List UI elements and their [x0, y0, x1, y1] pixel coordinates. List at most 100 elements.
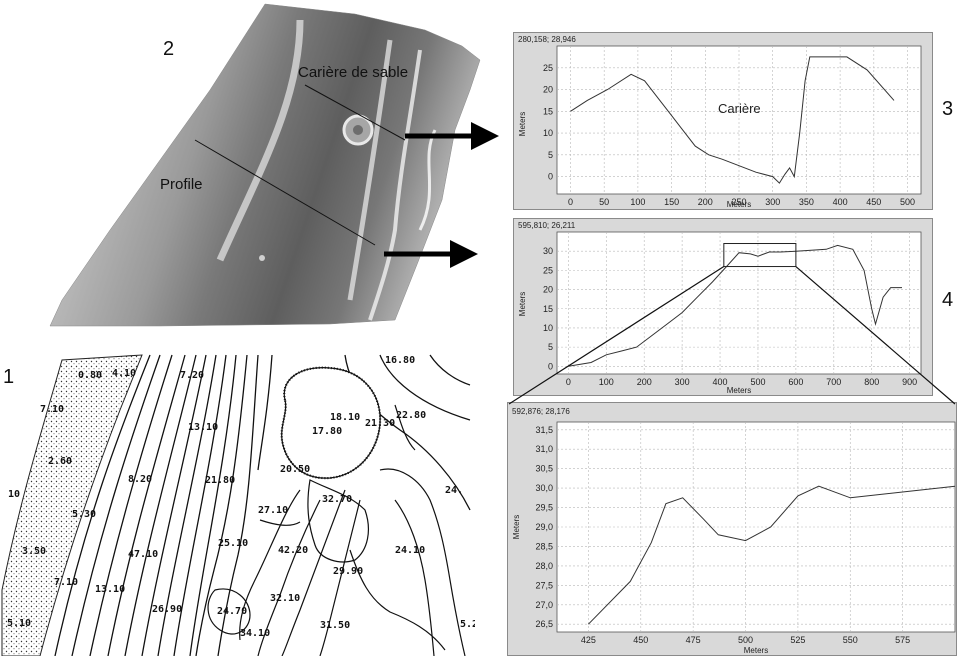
- contour-elevation-label: 0.80: [78, 370, 102, 381]
- x-axis-title: Meters: [744, 646, 768, 655]
- x-axis-title: Meters: [727, 200, 751, 209]
- y-axis-title: Meters: [512, 515, 521, 539]
- y-axis-title: Meters: [518, 112, 527, 136]
- contour-elevation-label: 21.30: [365, 418, 395, 429]
- profile-map-label: Profile: [160, 176, 203, 193]
- y-tick-label: 28,0: [535, 561, 553, 571]
- contour-elevation-label: 47.10: [128, 549, 158, 560]
- contour-map: 0.80 4.10 7.20 16.80 7.10 13.10 18.10 21.3022.8…: [1, 354, 475, 656]
- x-tick-label: 0: [568, 197, 573, 207]
- contour-elevation-label: 13.10: [188, 422, 218, 433]
- y-tick-label: 20: [543, 285, 553, 295]
- x-tick-label: 700: [826, 377, 841, 387]
- contour-elevation-label: 26.90: [152, 604, 182, 615]
- y-tick-label: 15: [543, 304, 553, 314]
- contour-elevation-label: 10: [8, 489, 20, 500]
- x-tick-label: 500: [750, 377, 765, 387]
- y-tick-label: 31,5: [535, 425, 553, 435]
- y-tick-label: 27,5: [535, 580, 553, 590]
- contour-elevation-label: 17.80: [312, 426, 342, 437]
- y-tick-label: 0: [548, 172, 553, 182]
- elevation-profile-line: [570, 56, 895, 184]
- y-tick-label: 15: [543, 106, 553, 116]
- contour-elevation-label: 22.80: [396, 410, 426, 421]
- arrow-to-chart-4: [384, 240, 478, 268]
- y-axis-title: Meters: [518, 292, 527, 316]
- figure-label-2: 2: [163, 38, 175, 60]
- y-tick-label: 5: [548, 150, 553, 160]
- x-tick-label: 400: [713, 377, 728, 387]
- contour-elevation-label: 24.70: [217, 606, 247, 617]
- x-tick-label: 350: [799, 197, 814, 207]
- contour-elevation-label: 4.10: [112, 368, 136, 379]
- y-tick-label: 0: [548, 361, 553, 371]
- contour-elevation-label: 29.90: [333, 566, 363, 577]
- y-tick-label: 30,0: [535, 483, 553, 493]
- x-tick-label: 525: [790, 635, 805, 645]
- y-tick-label: 25: [543, 265, 553, 275]
- x-tick-label: 425: [581, 635, 596, 645]
- contour-elevation-label: 13.10: [95, 584, 125, 595]
- y-tick-label: 31,0: [535, 444, 553, 454]
- x-tick-label: 450: [866, 197, 881, 207]
- figure-label-3: 3: [942, 98, 954, 120]
- chart-quarry-annotation: Carière: [718, 101, 761, 116]
- contour-elevation-label: 34.10: [240, 628, 270, 639]
- y-tick-label: 29,5: [535, 503, 553, 513]
- quarry-leader-line: [304, 84, 406, 141]
- contour-elevation-label: 5.10: [7, 618, 31, 629]
- cursor-coordinates: 592,876; 28,176: [512, 407, 570, 416]
- x-tick-label: 500: [738, 635, 753, 645]
- profile-line: [194, 139, 376, 246]
- x-tick-label: 150: [664, 197, 679, 207]
- x-tick-label: 400: [833, 197, 848, 207]
- contour-elevation-label: 42.20: [278, 545, 308, 556]
- y-tick-label: 10: [543, 128, 553, 138]
- x-tick-label: 0: [566, 377, 571, 387]
- figure-label-1: 1: [3, 366, 15, 388]
- y-tick-label: 29,0: [535, 522, 553, 532]
- contour-elevation-label: 24.10: [395, 545, 425, 556]
- contour-elevation-label: 7.20: [180, 370, 204, 381]
- chart-panel-zoom: 592,876; 28,176 425 450 475 500 525 550 575 26,…: [507, 402, 957, 656]
- contour-elevation-label: 7.10: [40, 404, 64, 415]
- x-tick-label: 250: [731, 197, 746, 207]
- contour-elevation-label: 16.80: [385, 355, 415, 366]
- y-tick-label: 20: [543, 85, 553, 95]
- cursor-coordinates: 280,158; 28,946: [518, 35, 576, 44]
- contour-elevation-label: 5.30: [72, 509, 96, 520]
- y-tick-label: 5: [548, 342, 553, 352]
- contour-elevation-label: 7.10: [54, 577, 78, 588]
- contour-elevation-label: 24.: [445, 485, 463, 496]
- contour-elevation-label: 31.50: [320, 620, 350, 631]
- y-tick-label: 26,5: [535, 619, 553, 629]
- x-tick-label: 500: [900, 197, 915, 207]
- y-tick-label: 30: [543, 246, 553, 256]
- x-tick-label: 100: [630, 197, 645, 207]
- plot-area: [556, 421, 956, 633]
- x-tick-label: 200: [637, 377, 652, 387]
- contour-elevation-label: 8.20: [128, 474, 152, 485]
- contour-elevation-label: 5.2: [460, 619, 475, 630]
- x-tick-label: 200: [698, 197, 713, 207]
- cursor-coordinates: 595,810; 26,211: [518, 221, 576, 230]
- figure-label-4: 4: [942, 289, 954, 311]
- x-tick-label: 900: [902, 377, 917, 387]
- x-tick-label: 575: [895, 635, 910, 645]
- x-tick-label: 300: [675, 377, 690, 387]
- contour-elevation-label: 3.50: [22, 546, 46, 557]
- contour-elevation-label: 32.70: [322, 494, 352, 505]
- zoom-region-box: [723, 243, 797, 268]
- arrow-to-chart-3: [405, 122, 499, 150]
- contour-elevation-label: 21.80: [205, 475, 235, 486]
- x-tick-label: 450: [633, 635, 648, 645]
- y-tick-label: 10: [543, 323, 553, 333]
- x-tick-label: 550: [843, 635, 858, 645]
- y-tick-label: 28,5: [535, 541, 553, 551]
- contour-elevation-label: 27.10: [258, 505, 288, 516]
- contour-elevation-label: 25.10: [218, 538, 248, 549]
- x-tick-label: 100: [599, 377, 614, 387]
- y-tick-label: 25: [543, 63, 553, 73]
- x-tick-label: 50: [599, 197, 609, 207]
- contour-elevation-label: 18.10: [330, 412, 360, 423]
